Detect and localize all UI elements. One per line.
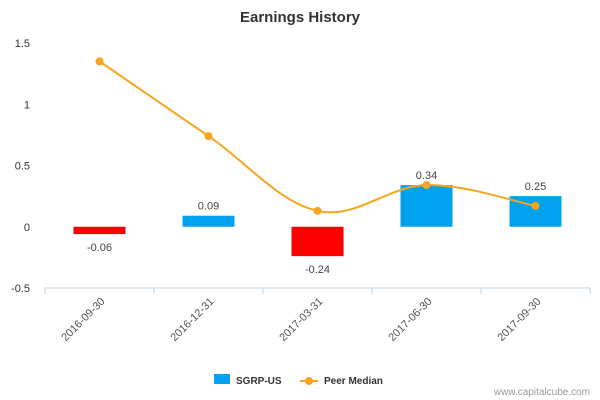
x-tick-label: 2016-12-31 <box>168 296 216 344</box>
peer-median-point <box>422 181 431 190</box>
bar-value-label: 0.09 <box>198 201 219 213</box>
bar-sgrp <box>73 226 126 235</box>
legend-swatch-sgrp <box>214 374 230 384</box>
peer-median-point <box>313 206 322 215</box>
x-tick-label: 2016-09-30 <box>59 296 107 344</box>
y-tick-label: 1.5 <box>15 38 30 50</box>
bar-sgrp <box>400 185 453 227</box>
y-tick-label: 0.5 <box>15 161 30 173</box>
bar-value-label: -0.24 <box>305 264 330 276</box>
legend-label-sgrp[interactable]: SGRP-US <box>236 376 282 387</box>
legend-swatch-peer-marker <box>305 377 313 385</box>
peer-median-path <box>98 60 536 214</box>
y-tick-label: -0.5 <box>11 283 30 295</box>
watermark: www.capitalcube.com <box>493 387 590 398</box>
y-tick-label: 1 <box>24 99 30 111</box>
x-tick-label: 2017-06-30 <box>386 296 434 344</box>
bar-sgrp <box>182 215 235 227</box>
bar-value-label: 0.34 <box>416 170 437 182</box>
peer-median-line <box>95 57 540 215</box>
bars <box>73 185 562 257</box>
x-tick-label: 2017-03-31 <box>277 296 325 344</box>
legend-label-peer-median[interactable]: Peer Median <box>324 376 383 387</box>
bar-value-label: -0.06 <box>87 242 112 254</box>
x-tick-label: 2017-09-30 <box>495 296 543 344</box>
chart-title: Earnings History <box>240 9 361 26</box>
bar-sgrp <box>291 226 344 257</box>
y-tick-label: 0 <box>24 222 30 234</box>
peer-median-point <box>531 201 540 210</box>
axes: -0.5 0 0.5 1 1.5 2016-09-30 2016-12-31 2017-03-… <box>11 38 591 344</box>
data-labels: -0.06 0.09 -0.24 0.34 0.25 <box>87 170 546 276</box>
legend: SGRP-US Peer Median <box>214 374 383 387</box>
bar-value-label: 0.25 <box>525 181 546 193</box>
peer-median-point <box>204 132 213 141</box>
peer-median-point <box>95 57 104 66</box>
